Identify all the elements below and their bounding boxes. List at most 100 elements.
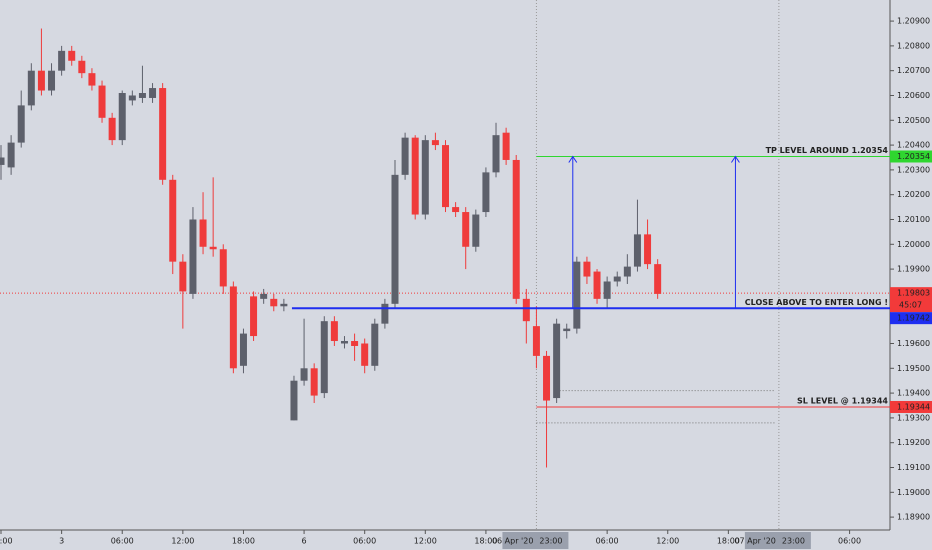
x-tick-label: 06:00 — [111, 537, 134, 546]
candle-body — [351, 341, 359, 346]
candle-body — [209, 246, 217, 250]
price-box — [890, 150, 932, 163]
level-text: CLOSE ABOVE TO ENTER LONG ! — [745, 298, 888, 307]
range-time: 23:00 — [539, 537, 562, 546]
price-box — [890, 400, 932, 413]
candle-body — [603, 281, 611, 299]
y-tick-label: 1.20700 — [897, 66, 930, 75]
candle-body — [189, 219, 197, 294]
x-tick-label: 12:00 — [171, 537, 194, 546]
y-tick-label: 1.20000 — [897, 240, 930, 249]
y-tick-label: 1.19500 — [897, 364, 930, 373]
candle-body — [27, 70, 35, 106]
price-box-label: 1.19803 — [897, 289, 930, 298]
x-tick-label: 06:00 — [353, 537, 376, 546]
price-box-label: 1.20354 — [897, 152, 930, 161]
price-box-label: 1.19742 — [897, 314, 930, 323]
arrow-head — [731, 155, 740, 163]
candle-body — [300, 368, 308, 381]
candle-body — [411, 137, 419, 215]
candle-body — [37, 70, 45, 91]
candle-body — [573, 261, 581, 329]
candle-body — [58, 50, 66, 71]
candle-body — [371, 323, 379, 366]
x-tick-label: 6 — [302, 537, 307, 546]
x-tick-label: 18:00 — [717, 537, 740, 546]
candle-body — [128, 95, 136, 101]
candle-body — [462, 212, 470, 247]
range-date: 07 Apr '20 — [734, 537, 775, 546]
price-box-label: 1.19344 — [897, 402, 930, 411]
candle-body — [229, 286, 237, 369]
y-tick-label: 1.20400 — [897, 141, 930, 150]
arrow-head — [568, 155, 578, 163]
candle-body — [108, 117, 116, 141]
y-tick-label: 1.20500 — [897, 116, 930, 125]
candle-body — [472, 214, 480, 247]
candle-body — [421, 140, 429, 215]
candle-body — [290, 380, 298, 421]
candle-body — [482, 172, 490, 213]
y-tick-label: 1.19400 — [897, 389, 930, 398]
candle-body — [68, 50, 76, 61]
candle-body — [0, 157, 5, 165]
candle-body — [633, 234, 641, 267]
y-tick-label: 1.20300 — [897, 165, 930, 174]
candle-body — [532, 326, 540, 356]
candle-body — [118, 93, 126, 141]
level-text: SL LEVEL @ 1.19344 — [797, 396, 888, 405]
candle-body — [563, 328, 571, 332]
candle-body — [320, 321, 328, 394]
candle-body — [442, 145, 450, 208]
candle-body — [492, 135, 500, 173]
candle-body — [613, 276, 621, 282]
candle-body — [138, 93, 146, 98]
candle-body — [239, 333, 247, 366]
range-time: 23:00 — [782, 537, 805, 546]
countdown: 45:07 — [899, 301, 922, 310]
y-tick-label: 1.19000 — [897, 488, 930, 497]
candle-body — [401, 137, 409, 175]
x-tick-label: 06:00 — [0, 537, 13, 546]
candle-body — [502, 132, 510, 160]
y-tick-label: 1.19300 — [897, 413, 930, 422]
candle-body — [270, 298, 278, 307]
level-text: TP LEVEL AROUND 1.20354 — [766, 146, 889, 155]
candle-body — [391, 174, 399, 304]
candle-body — [381, 303, 389, 324]
candle-body — [149, 88, 157, 98]
y-tick-label: 1.19900 — [897, 265, 930, 274]
candle-body — [644, 234, 652, 265]
price-box — [890, 287, 932, 313]
candle-body — [88, 73, 96, 86]
range-date: 06 Apr '20 — [492, 537, 533, 546]
y-tick-label: 1.20800 — [897, 41, 930, 50]
candle-body — [199, 219, 207, 247]
price-box — [890, 312, 932, 325]
y-tick-label: 1.20900 — [897, 17, 930, 26]
x-tick-label: 18:00 — [232, 537, 255, 546]
x-tick-label: 06:00 — [596, 537, 619, 546]
candle-body — [654, 264, 662, 294]
x-tick-label: 18:00 — [474, 537, 497, 546]
y-tick-label: 1.19100 — [897, 463, 930, 472]
candle-body — [543, 355, 551, 401]
candle-body — [7, 142, 15, 168]
candle-body — [17, 105, 25, 143]
candle-body — [361, 343, 369, 366]
candle-body — [260, 293, 268, 299]
candle-body — [48, 70, 56, 91]
candle-body — [159, 88, 167, 180]
candle-body — [522, 298, 530, 322]
y-tick-label: 1.19600 — [897, 339, 930, 348]
candle-body — [310, 368, 318, 396]
candle-body — [169, 179, 177, 262]
y-tick-label: 1.20600 — [897, 91, 930, 100]
x-tick-label: 3 — [59, 537, 64, 546]
candle-body — [340, 341, 348, 344]
candle-body — [219, 249, 227, 287]
candle-body — [452, 207, 460, 213]
y-tick-label: 1.20200 — [897, 190, 930, 199]
y-tick-label: 1.18900 — [897, 513, 930, 522]
